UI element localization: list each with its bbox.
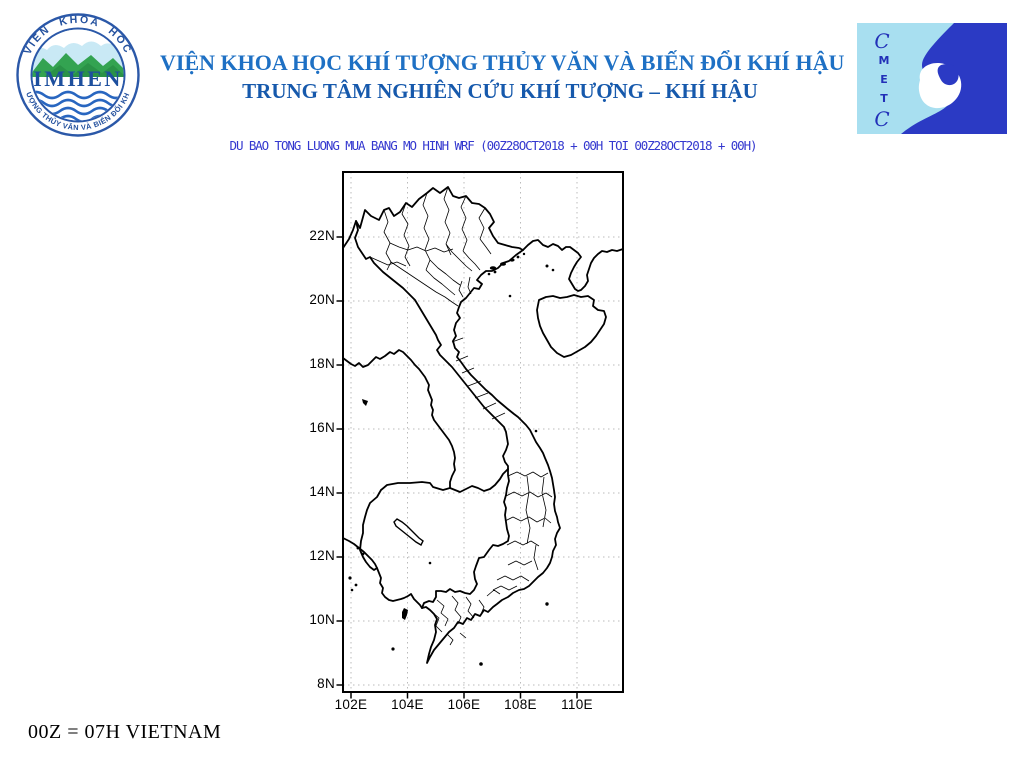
imhen-logo: IMHEN VIEN KHOA HOC KHÍ TƯỢNG THỦY VĂN V…: [14, 11, 140, 137]
gulf-coastline: [342, 537, 423, 609]
imhen-wordmark: IMHEN: [33, 66, 123, 91]
center-title: TRUNG TÂM NGHIÊN CỨU KHÍ TƯỢNG – KHÍ HẬU: [242, 79, 758, 103]
map-frame: [342, 171, 624, 693]
axis-ticks: [336, 236, 578, 699]
island-specks: [348, 252, 555, 666]
svg-text:C: C: [874, 107, 889, 131]
map-gridlines: [343, 172, 623, 692]
lat-label: 18N: [309, 356, 335, 371]
lat-label: 16N: [309, 420, 335, 435]
tonle-sap-lake: [393, 518, 424, 546]
lon-label: 108E: [504, 697, 537, 712]
lat-label: 20N: [309, 292, 335, 307]
laos-vietnam-border: [354, 220, 509, 470]
laos-cambodia-border: [449, 468, 509, 493]
svg-text:M: M: [879, 54, 890, 67]
metc-logo: C M E T C: [857, 23, 1007, 134]
province-boundaries: [369, 186, 553, 646]
svg-text:T: T: [880, 92, 888, 105]
lat-label: 12N: [309, 548, 335, 563]
coastline-and-borders: [342, 186, 624, 664]
phu-quoc-island: [402, 608, 408, 620]
vietnam-forecast-map: [336, 171, 624, 699]
lon-label: 102E: [334, 697, 368, 712]
metc-letters: C M E T C: [874, 29, 889, 131]
lat-label: 8N: [317, 676, 335, 691]
lon-label: 104E: [391, 697, 424, 712]
svg-text:E: E: [880, 73, 888, 86]
lon-label: 110E: [561, 697, 593, 712]
thailand-cambodia-border: [359, 481, 451, 571]
lat-label: 22N: [309, 228, 335, 243]
map-area: 22N 20N 18N 16N 14N 12N 10N 8N 102E 104E 106E 108E 1…: [300, 165, 640, 735]
header-titles: VIỆN KHOA HỌC KHÍ TƯỢNG THỦY VĂN VÀ BIẾN…: [160, 0, 845, 104]
lat-label: 10N: [309, 612, 335, 627]
hainan-island: [536, 294, 607, 358]
reservoir-speck: [362, 399, 368, 406]
institute-title: VIỆN KHOA HỌC KHÍ TƯỢNG THỦY VĂN VÀ BIẾN…: [160, 50, 845, 75]
svg-text:C: C: [874, 29, 889, 53]
mountains-front-shape: [44, 63, 124, 77]
china-coastline: [522, 239, 624, 292]
china-border: [342, 186, 524, 251]
lakes-and-islands: [348, 252, 555, 666]
forecast-product-title: DU BAO TONG LUONG MUA BANG MO HINH WRF (…: [229, 138, 758, 153]
lon-label: 106E: [447, 697, 481, 712]
lat-label: 14N: [309, 484, 335, 499]
vietnam-coastline: [421, 249, 561, 664]
cambodia-vietnam-border: [421, 468, 510, 609]
metc-swoosh-hook: [937, 63, 959, 86]
thailand-laos-border: [342, 349, 456, 489]
timezone-note: 00Z = 07H VIETNAM: [28, 721, 222, 743]
